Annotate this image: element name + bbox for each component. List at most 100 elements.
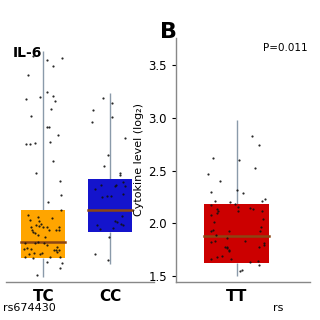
Point: [261, 243, 266, 248]
Point: [24, 142, 29, 147]
Point: [229, 257, 234, 262]
Point: [39, 221, 44, 226]
Point: [215, 254, 220, 259]
Point: [53, 228, 58, 233]
Point: [46, 199, 51, 204]
Point: [257, 143, 262, 148]
Point: [44, 260, 49, 265]
Point: [50, 215, 55, 220]
Point: [34, 273, 39, 278]
Point: [36, 215, 41, 220]
Point: [58, 179, 63, 184]
Point: [57, 254, 62, 259]
Point: [121, 191, 126, 196]
Point: [100, 195, 105, 200]
Point: [260, 217, 266, 222]
Point: [50, 63, 55, 68]
Point: [26, 252, 31, 257]
Point: [49, 107, 54, 112]
Point: [220, 254, 225, 259]
Point: [98, 182, 103, 188]
Point: [108, 193, 113, 198]
Point: [263, 196, 268, 202]
Point: [28, 246, 34, 252]
Text: rs: rs: [273, 303, 283, 314]
Point: [218, 178, 223, 183]
Point: [257, 228, 262, 233]
Point: [238, 269, 243, 274]
Point: [91, 108, 96, 113]
Point: [262, 241, 267, 246]
Point: [208, 189, 213, 194]
Bar: [88, 179, 132, 232]
Point: [259, 225, 264, 230]
Point: [105, 193, 110, 198]
Point: [235, 188, 240, 193]
Point: [53, 247, 59, 252]
Point: [113, 182, 118, 188]
Point: [212, 220, 217, 225]
Point: [22, 246, 27, 252]
Point: [105, 258, 110, 263]
Point: [224, 246, 229, 251]
Point: [59, 55, 64, 60]
Point: [252, 166, 258, 171]
Point: [206, 171, 211, 176]
Point: [50, 93, 55, 98]
Point: [247, 206, 252, 211]
Point: [44, 225, 49, 230]
Point: [249, 133, 254, 139]
Point: [22, 254, 28, 259]
Point: [36, 218, 41, 223]
Point: [232, 201, 237, 206]
Text: rs674430: rs674430: [4, 303, 56, 314]
Point: [259, 198, 264, 203]
Point: [58, 266, 63, 271]
Point: [227, 249, 232, 254]
Point: [32, 230, 37, 236]
Point: [211, 155, 216, 160]
Point: [106, 235, 111, 240]
Text: P=0.011: P=0.011: [263, 43, 308, 53]
Point: [33, 170, 38, 175]
Point: [106, 152, 111, 157]
Point: [33, 140, 38, 145]
Point: [51, 158, 56, 164]
Point: [36, 224, 41, 229]
Point: [41, 225, 46, 230]
Point: [101, 164, 106, 169]
Point: [59, 207, 64, 212]
Point: [209, 228, 214, 233]
Point: [236, 208, 241, 213]
Point: [115, 219, 120, 224]
Point: [236, 157, 242, 163]
Point: [42, 240, 47, 245]
Point: [257, 263, 262, 268]
Point: [27, 141, 32, 147]
Point: [213, 233, 218, 238]
Point: [44, 124, 49, 129]
Point: [100, 95, 105, 100]
Point: [208, 203, 213, 208]
Point: [214, 211, 219, 216]
Point: [240, 268, 245, 273]
Point: [44, 90, 50, 95]
Point: [53, 99, 58, 104]
Text: IL-6: IL-6: [12, 46, 42, 60]
Point: [32, 240, 37, 245]
Point: [242, 238, 247, 243]
Point: [90, 119, 95, 124]
Point: [256, 244, 261, 249]
Point: [32, 251, 37, 256]
Point: [92, 252, 98, 257]
Point: [98, 227, 103, 232]
Point: [38, 94, 43, 100]
Point: [226, 228, 231, 233]
Point: [45, 242, 50, 247]
Point: [55, 244, 60, 249]
Point: [47, 140, 52, 145]
Point: [47, 124, 52, 129]
Point: [37, 252, 43, 257]
Point: [240, 190, 245, 196]
Point: [24, 245, 29, 251]
